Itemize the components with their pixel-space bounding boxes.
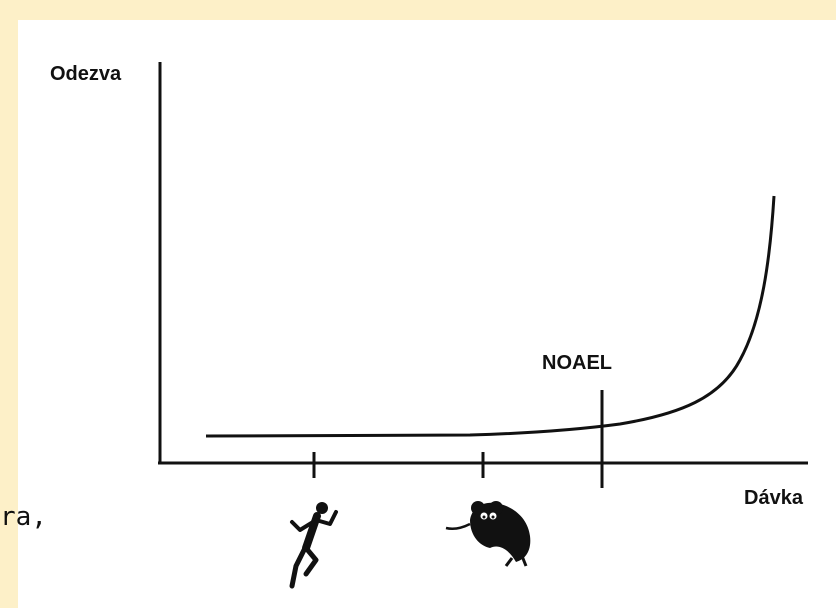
x-axis-label: Dávka — [744, 487, 804, 509]
dose-response-curve — [205, 195, 776, 438]
y-axis-label: Odezva — [50, 63, 122, 85]
left-background-band — [0, 0, 18, 608]
cropped-body-text: ra, — [0, 502, 47, 532]
noael-label: NOAEL — [542, 352, 612, 374]
running-man-icon — [289, 502, 338, 589]
rat-icon — [445, 501, 531, 567]
top-background-band — [0, 0, 836, 20]
